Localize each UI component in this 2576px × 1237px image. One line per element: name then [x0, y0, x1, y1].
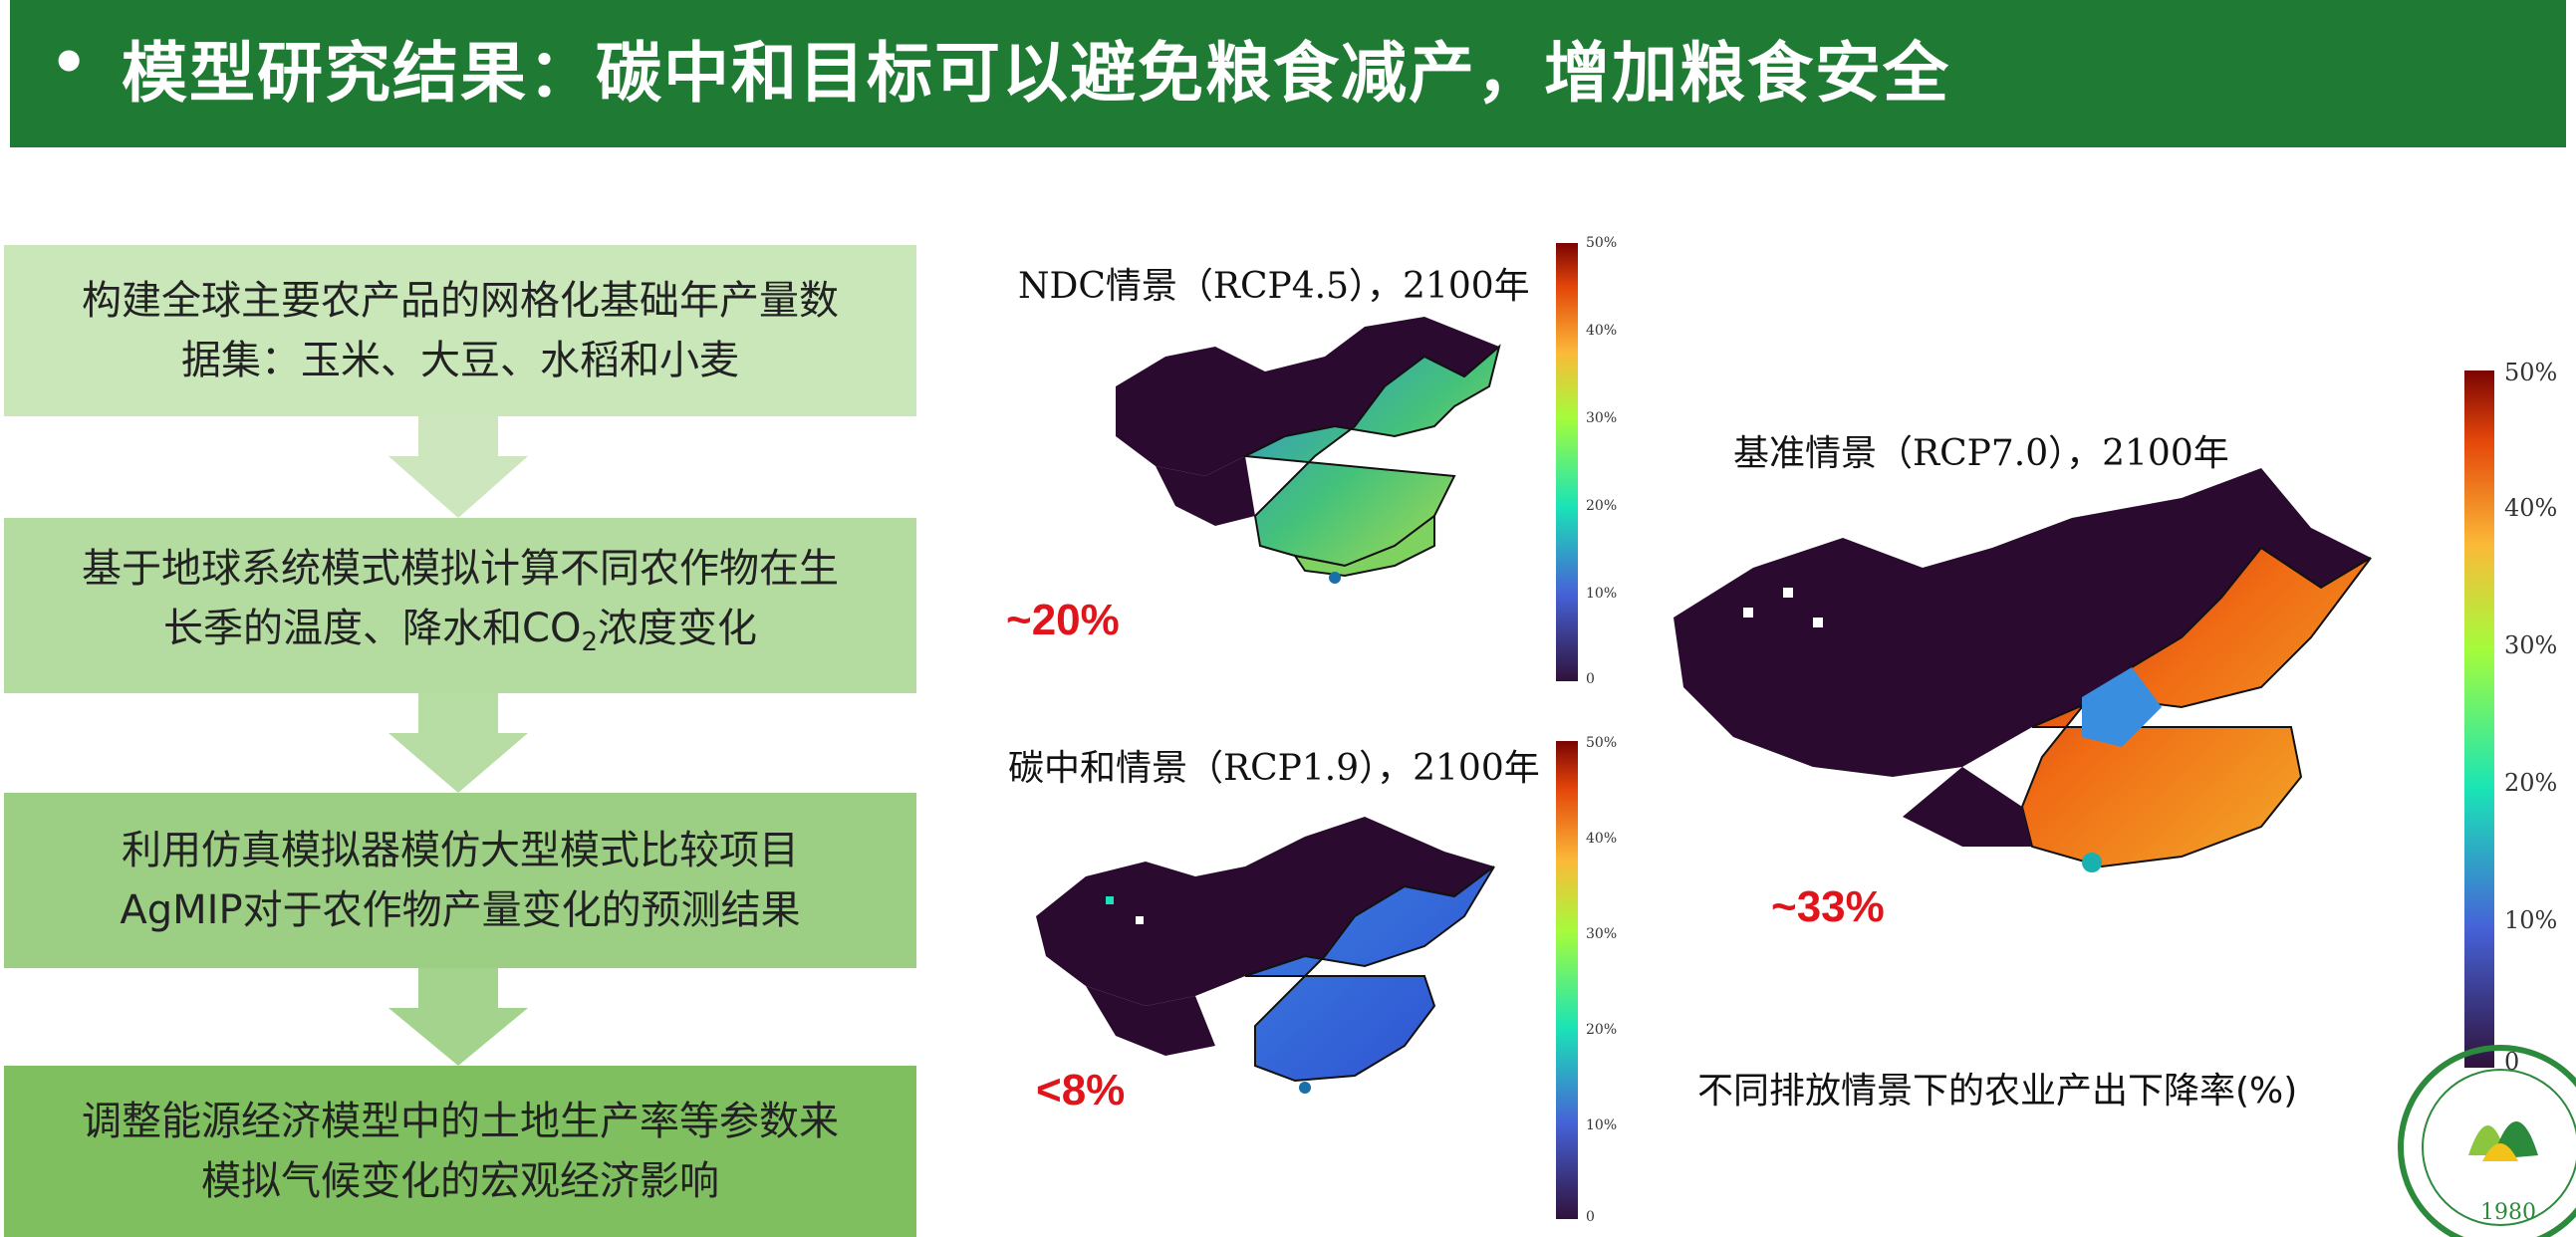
baseline-decline-value: ~33%	[1771, 882, 1885, 931]
step-2-box: 基于地球系统模式模拟计算不同农作物在生 长季的温度、降水和CO2浓度变化	[4, 518, 916, 693]
title-bar: • 模型研究结果：碳中和目标可以避免粮食减产，增加粮食安全	[10, 0, 2566, 147]
step-2-line-2: 长季的温度、降水和CO2浓度变化	[163, 606, 757, 657]
svg-text:1980: 1980	[2480, 1200, 2536, 1225]
baseline-map-title: 基准情景（RCP7.0），2100年	[1733, 433, 2229, 474]
arrow-down-icon	[388, 416, 528, 518]
neutral-cbar-tick: 30%	[1586, 926, 1618, 942]
baseline-cbar-tick: 30%	[2504, 631, 2558, 659]
neutral-china-map	[1036, 817, 1495, 1094]
institution-logo-icon: 1980	[2398, 1045, 2576, 1237]
neutral-cbar-tick: 50%	[1586, 735, 1618, 751]
baseline-china-map	[1674, 468, 2372, 872]
ndc-cbar-tick: 40%	[1586, 323, 1618, 339]
ndc-cbar-tick: 0	[1586, 671, 1595, 687]
step-4-box: 调整能源经济模型中的土地生产率等参数来 模拟气候变化的宏观经济影响	[4, 1066, 916, 1237]
baseline-cbar-tick: 10%	[2504, 906, 2558, 934]
map-caption: 不同排放情景下的农业产出下降率(%)	[1697, 1071, 2298, 1112]
baseline-cbar-tick: 50%	[2504, 359, 2558, 386]
ndc-cbar-tick: 50%	[1586, 235, 1618, 251]
step-4-line-1: 调整能源经济模型中的土地生产率等参数来	[82, 1099, 839, 1144]
step-1-box: 构建全球主要农产品的网格化基础年产量数 据集：玉米、大豆、水稻和小麦	[4, 245, 916, 416]
step-4-line-2: 模拟气候变化的宏观经济影响	[201, 1158, 719, 1204]
step-3-line-2: AgMIP对于农作物产量变化的预测结果	[120, 887, 801, 933]
ndc-cbar-tick: 10%	[1586, 586, 1618, 602]
ndc-china-map	[1116, 317, 1501, 584]
baseline-cbar-tick: 0	[2504, 1048, 2520, 1076]
neutral-cbar-tick: 0	[1586, 1209, 1595, 1225]
baseline-cbar-tick: 20%	[2504, 769, 2558, 797]
neutral-cbar-tick: 20%	[1586, 1022, 1618, 1038]
baseline-colorbar	[2464, 371, 2494, 1068]
step-1-line-2: 据集：玉米、大豆、水稻和小麦	[181, 338, 739, 383]
ndc-decline-value: ~20%	[1006, 596, 1120, 644]
neutral-cbar-tick: 40%	[1586, 831, 1618, 847]
page-title: 模型研究结果：碳中和目标可以避免粮食减产，增加粮食安全	[122, 35, 1950, 112]
ndc-cbar-tick: 20%	[1586, 498, 1618, 514]
step-1-line-1: 构建全球主要农产品的网格化基础年产量数	[82, 278, 839, 324]
step-3-line-1: 利用仿真模拟器模仿大型模式比较项目	[122, 828, 799, 873]
ndc-map-title: NDC情景（RCP4.5），2100年	[1018, 266, 1530, 307]
step-3-box: 利用仿真模拟器模仿大型模式比较项目 AgMIP对于农作物产量变化的预测结果	[4, 793, 916, 968]
neutral-colorbar	[1556, 741, 1578, 1219]
neutral-map-title: 碳中和情景（RCP1.9），2100年	[1008, 748, 1540, 789]
title-bullet: •	[50, 28, 89, 98]
arrow-down-icon	[388, 693, 528, 793]
arrow-down-icon	[388, 968, 528, 1066]
ndc-colorbar	[1556, 243, 1578, 681]
baseline-cbar-tick: 40%	[2504, 494, 2558, 522]
step-2-line-1: 基于地球系统模式模拟计算不同农作物在生	[82, 546, 839, 592]
ndc-cbar-tick: 30%	[1586, 410, 1618, 426]
neutral-decline-value: <8%	[1036, 1066, 1126, 1114]
neutral-cbar-tick: 10%	[1586, 1117, 1618, 1133]
